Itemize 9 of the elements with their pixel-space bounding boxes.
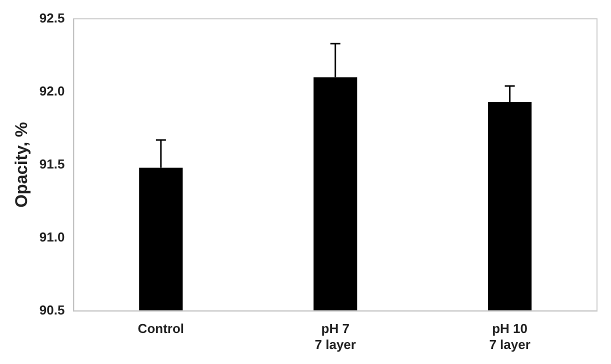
y-axis-title: Opacity, %	[12, 122, 31, 208]
x-tick-label: Control	[138, 321, 184, 336]
y-tick-label: 91.5	[39, 156, 65, 172]
x-tick-label: pH 10 7 layer	[489, 321, 530, 352]
y-tick-label: 91.0	[39, 229, 65, 244]
y-tick-label: 90.5	[39, 302, 65, 318]
x-tick-label: pH 7 7 layer	[314, 321, 356, 352]
y-tick-label: 92.5	[39, 10, 65, 26]
y-tick-label: 92.0	[39, 83, 65, 98]
